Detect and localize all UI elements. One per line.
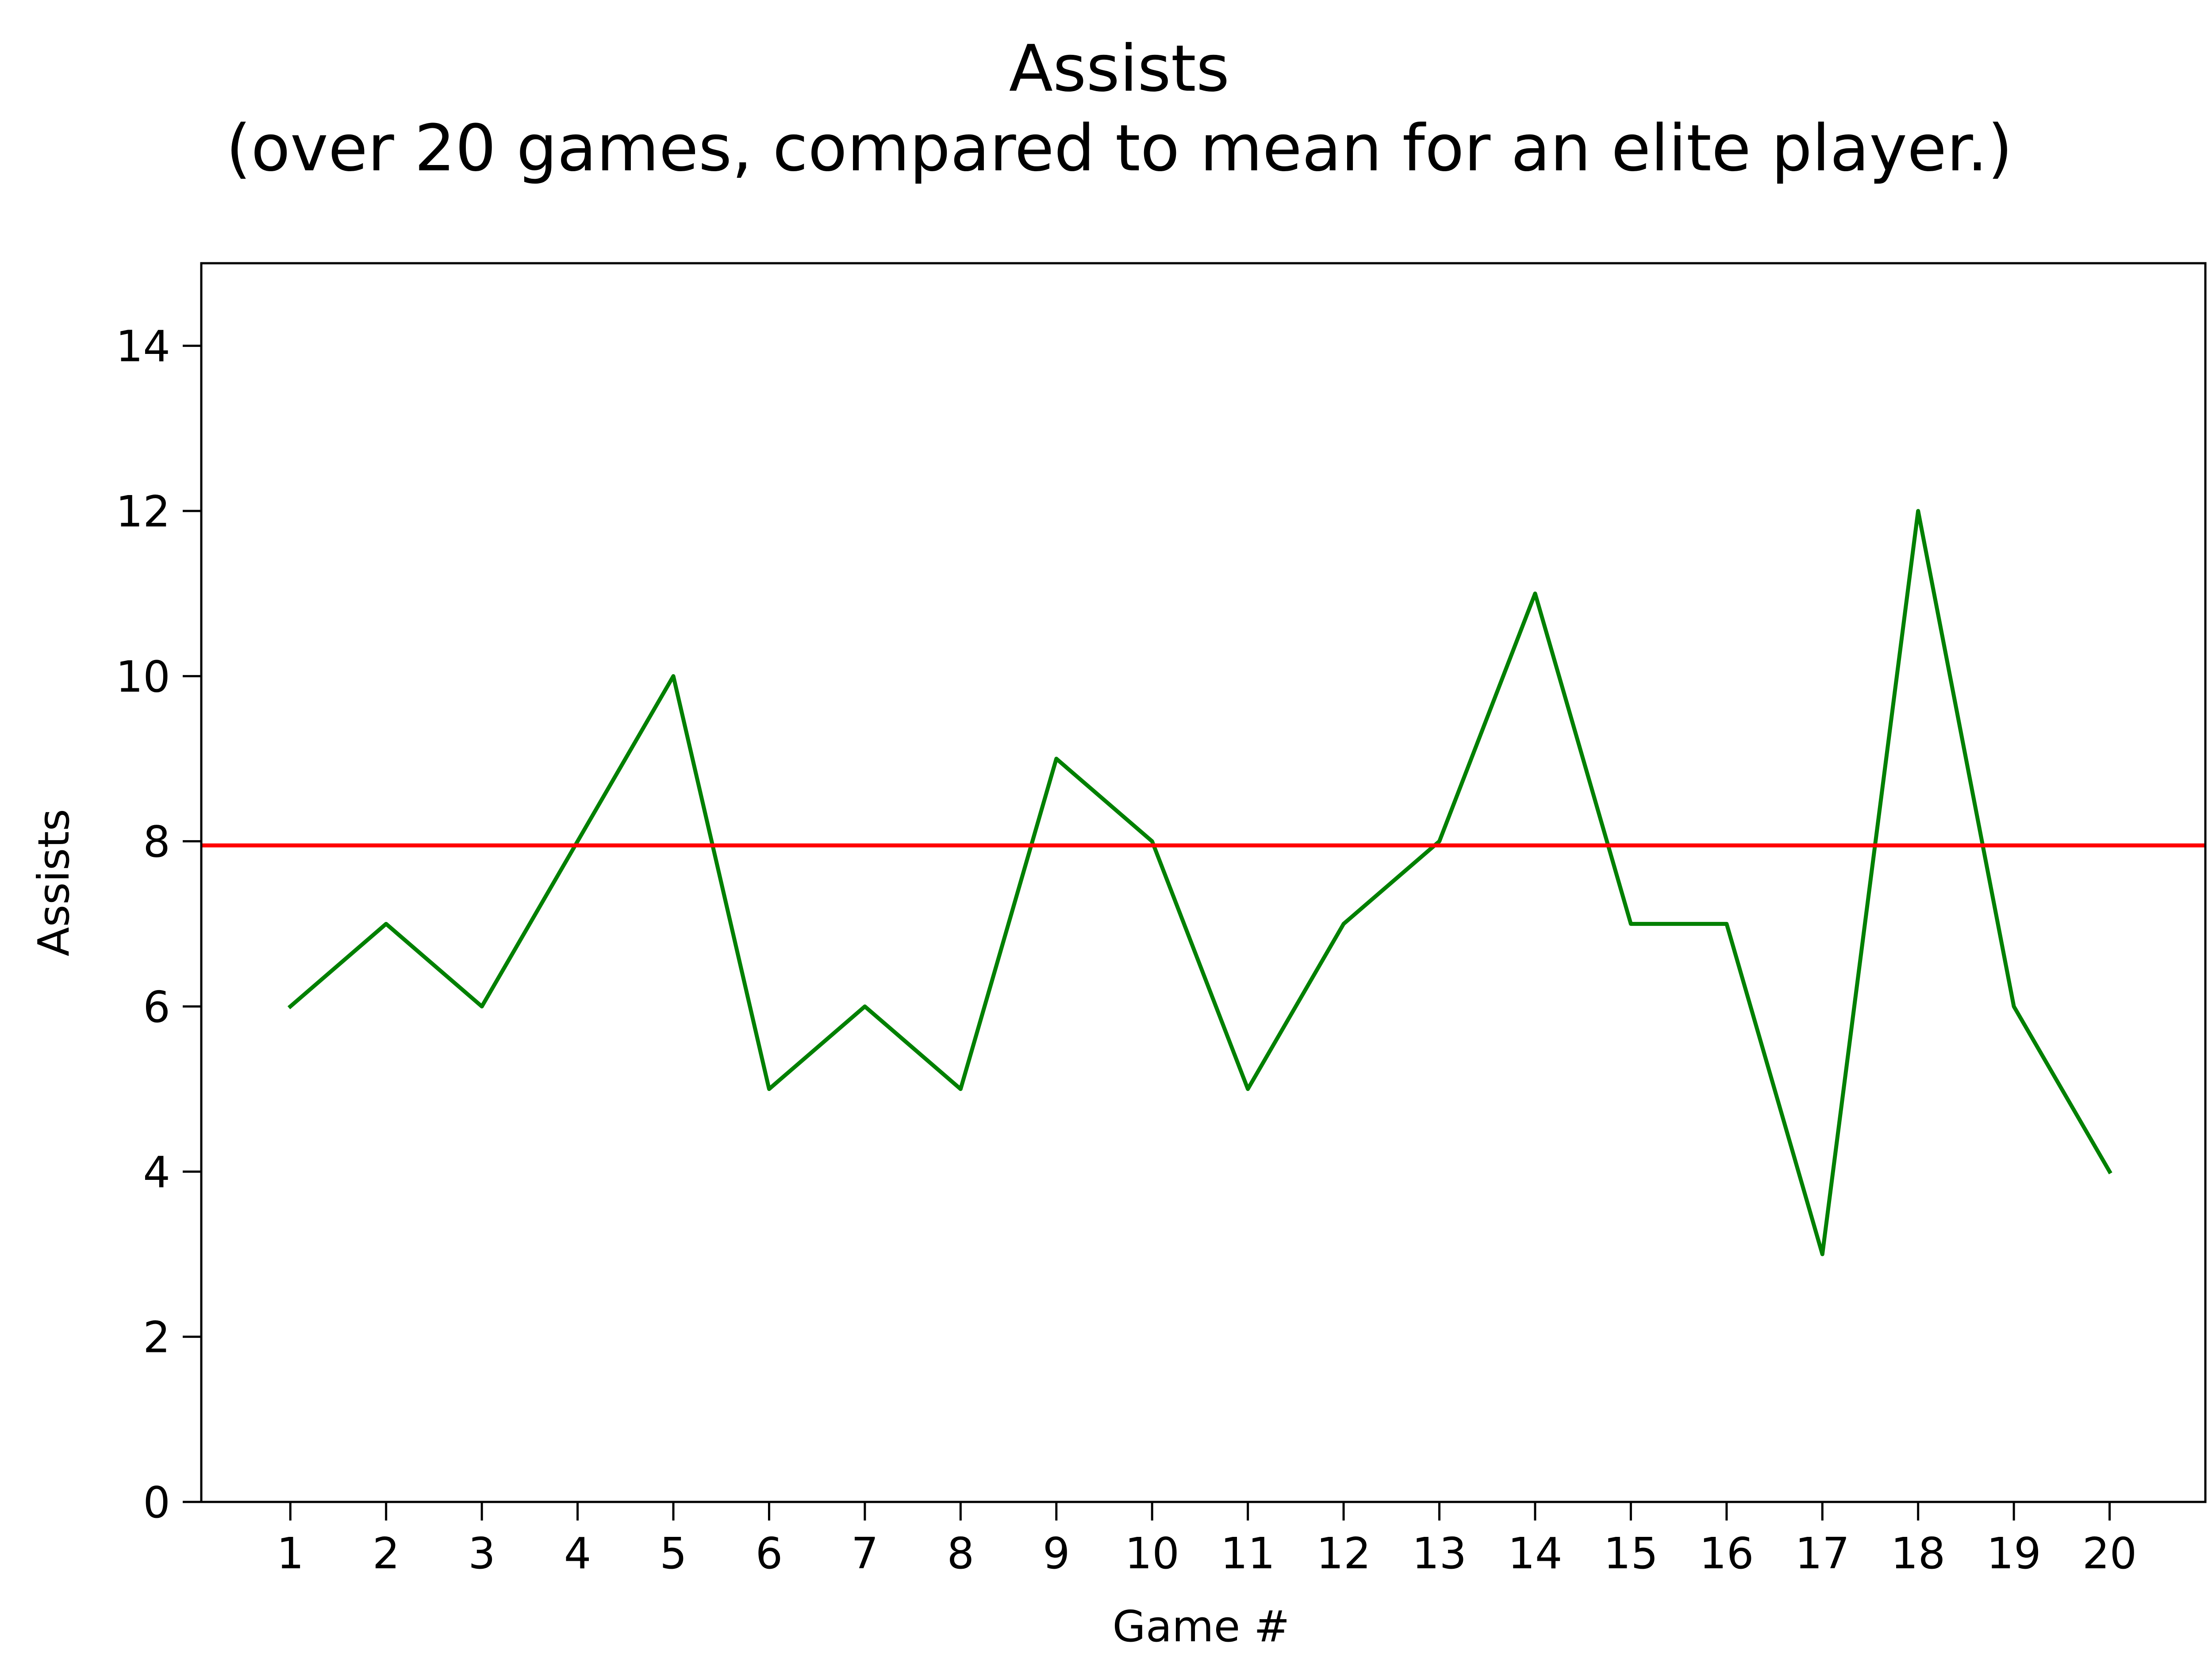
x-tick-label: 7 (851, 1528, 879, 1578)
x-tick-label: 19 (1986, 1528, 2041, 1578)
x-tick-label: 15 (1604, 1528, 1658, 1578)
x-tick-label: 4 (564, 1528, 591, 1578)
x-tick-label: 5 (660, 1528, 687, 1578)
x-tick-label: 12 (1316, 1528, 1371, 1578)
x-tick-label: 16 (1699, 1528, 1754, 1578)
chart-title: Assists (1009, 31, 1230, 106)
y-tick-label: 6 (143, 982, 170, 1032)
x-tick-label: 6 (756, 1528, 783, 1578)
y-tick-label: 12 (116, 487, 170, 537)
y-tick-label: 4 (143, 1147, 170, 1197)
x-axis-label: Game # (1113, 1601, 1290, 1651)
x-tick-label: 17 (1795, 1528, 1850, 1578)
x-tick-label: 9 (1043, 1528, 1070, 1578)
x-tick-label: 10 (1125, 1528, 1179, 1578)
x-tick-label: 2 (373, 1528, 400, 1578)
y-tick-label: 0 (143, 1478, 170, 1528)
x-tick-label: 8 (947, 1528, 974, 1578)
chart-subtitle: (over 20 games, compared to mean for an … (226, 111, 2012, 186)
x-axis: 1 2 3 4 5 6 7 8 9 10 11 12 13 14 15 16 17 18 19 20 (276, 1502, 2137, 1578)
y-tick-label: 14 (116, 322, 170, 372)
x-tick-label: 3 (468, 1528, 495, 1578)
x-tick-label: 11 (1221, 1528, 1275, 1578)
x-tick-label: 18 (1891, 1528, 1945, 1578)
x-tick-label: 20 (2082, 1528, 2137, 1578)
y-tick-label: 10 (116, 652, 170, 702)
assists-series-line (287, 509, 2112, 1256)
x-tick-label: 14 (1508, 1528, 1562, 1578)
x-tick-label: 1 (276, 1528, 304, 1578)
y-tick-label: 2 (143, 1313, 170, 1363)
y-axis: 0 2 4 6 8 10 12 14 (116, 322, 201, 1528)
plot-frame (200, 262, 2207, 1503)
y-tick-label: 8 (143, 817, 170, 867)
y-axis-label: Assists (29, 809, 79, 956)
plot-area (201, 509, 2205, 1256)
x-tick-label: 13 (1412, 1528, 1467, 1578)
